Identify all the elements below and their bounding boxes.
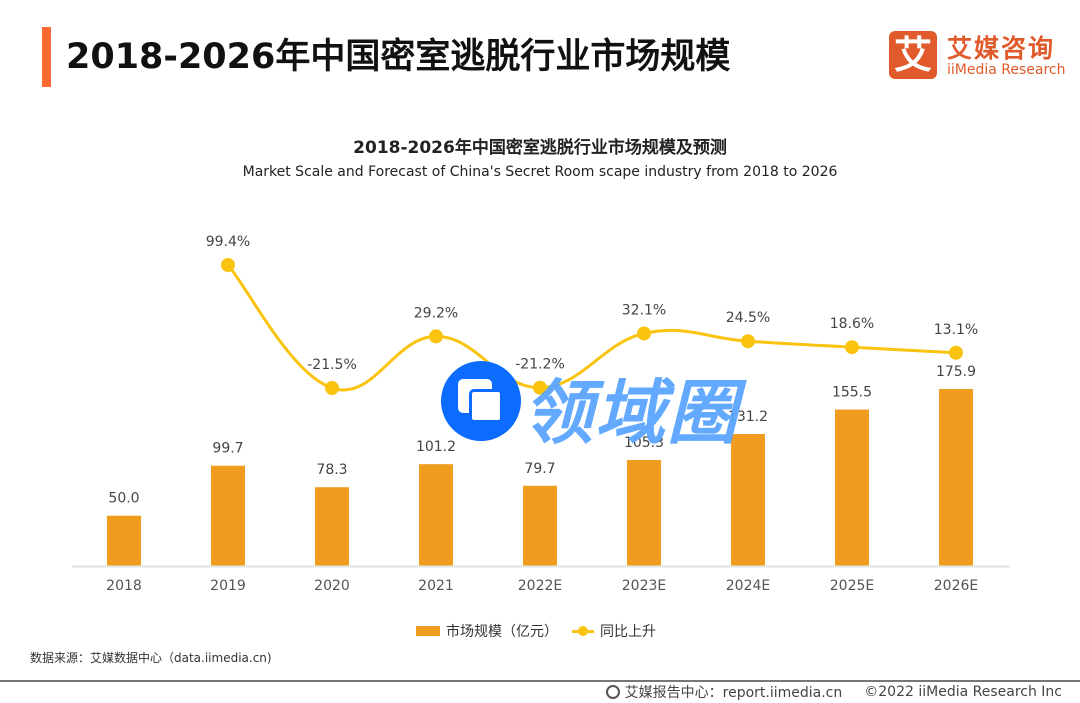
- data-source-note: 数据来源：艾媒数据中心（data.iimedia.cn): [30, 651, 272, 665]
- growth-point-2021: [429, 329, 443, 344]
- x-tick-label: 2024E: [726, 578, 770, 594]
- growth-point-2024E: [741, 334, 755, 349]
- x-axis: 2018 2019 2020 2021 2022E 2023E 2024E 2025E 2026…: [72, 565, 1010, 594]
- bar-2022E: [523, 485, 557, 566]
- logo-mark-icon: 艾: [889, 31, 937, 79]
- report-center-link[interactable]: 艾媒报告中心：report.iimedia.cn: [624, 685, 843, 701]
- title-accent-bar: [42, 27, 51, 87]
- legend-bar-swatch-icon: [416, 626, 440, 636]
- growth-point-2026E: [949, 345, 963, 360]
- x-tick-label: 2019: [210, 578, 246, 594]
- growth-point-2023E: [637, 326, 651, 341]
- bar-value-label: 105.3: [624, 435, 664, 451]
- growth-point-2025E: [845, 340, 859, 355]
- watermark: 领域圈: [441, 361, 771, 454]
- growth-value-label: -21.2%: [515, 357, 565, 373]
- x-tick-label: 2022E: [518, 578, 562, 594]
- logo-en-text: iiMedia Research: [947, 62, 1066, 78]
- legend-line-marker-icon: [572, 625, 594, 637]
- watermark-logo-icon: [441, 361, 521, 441]
- bar-value-label: 155.5: [832, 385, 872, 401]
- bar-value-label: 50.0: [108, 491, 139, 507]
- x-tick-label: 2025E: [830, 578, 874, 594]
- chart-title: 2018-2026年中国密室逃脱行业市场规模及预测: [353, 138, 727, 158]
- bar-value-label: 101.2: [416, 439, 456, 455]
- bar-2018: [107, 515, 141, 566]
- bar-2026E: [939, 389, 973, 566]
- bar-value-label: 131.2: [728, 409, 768, 425]
- logo-cn-text: 艾媒咨询: [947, 34, 1056, 63]
- growth-point-2022E: [533, 380, 547, 395]
- footer-divider: [0, 680, 1080, 682]
- growth-value-label: -21.5%: [307, 357, 357, 373]
- bar-2021: [419, 464, 453, 566]
- line-layer: 99.4% -21.5% 29.2% -21.2% 32.1% 24.5% 18.6% 13.…: [206, 234, 978, 395]
- growth-point-2020: [325, 381, 339, 395]
- bar-value-label: 175.9: [936, 364, 976, 380]
- growth-value-label: 18.6%: [830, 316, 874, 332]
- bar-2019: [211, 465, 245, 566]
- bar-2020: [315, 487, 349, 566]
- growth-point-2019: [221, 258, 235, 272]
- chart-legend: 市场规模（亿元） 同比上升: [416, 621, 656, 641]
- globe-icon: [605, 685, 620, 699]
- growth-value-label: 29.2%: [414, 305, 458, 321]
- growth-value-label: 99.4%: [206, 234, 250, 250]
- growth-value-label: 13.1%: [934, 322, 978, 338]
- x-tick-label: 2020: [314, 578, 350, 594]
- bar-2023E: [627, 460, 661, 566]
- x-tick-label: 2021: [418, 578, 454, 594]
- legend-line-label: 同比上升: [600, 624, 656, 640]
- bar-2025E: [835, 409, 869, 566]
- legend-bar-label: 市场规模（亿元）: [446, 624, 558, 640]
- bar-2024E: [731, 433, 765, 566]
- x-tick-label: 2026E: [934, 578, 978, 594]
- chart-subtitle: Market Scale and Forecast of China's Sec…: [242, 164, 838, 180]
- copyright-text: ©2022 iiMedia Research Inc: [864, 684, 1062, 700]
- bars-layer: 50.0 99.7 78.3 101.2 79.7 105.3 131.2 155.5 175.…: [107, 364, 976, 566]
- x-tick-label: 2018: [106, 578, 142, 594]
- iimedia-logo: 艾 艾媒咨询 iiMedia Research: [889, 31, 1069, 81]
- bar-value-label: 79.7: [524, 461, 555, 477]
- bar-value-label: 78.3: [316, 462, 347, 478]
- growth-value-label: 32.1%: [622, 302, 666, 318]
- watermark-text: 领域圈: [523, 372, 739, 454]
- x-tick-label: 2023E: [622, 578, 666, 594]
- page-title: 2018-2026年中国密室逃脱行业市场规模: [66, 37, 731, 77]
- growth-value-label: 24.5%: [726, 310, 770, 326]
- bar-value-label: 99.7: [212, 441, 243, 457]
- footer: 艾媒报告中心：report.iimedia.cn ©2022 iiMedia R…: [605, 682, 1062, 702]
